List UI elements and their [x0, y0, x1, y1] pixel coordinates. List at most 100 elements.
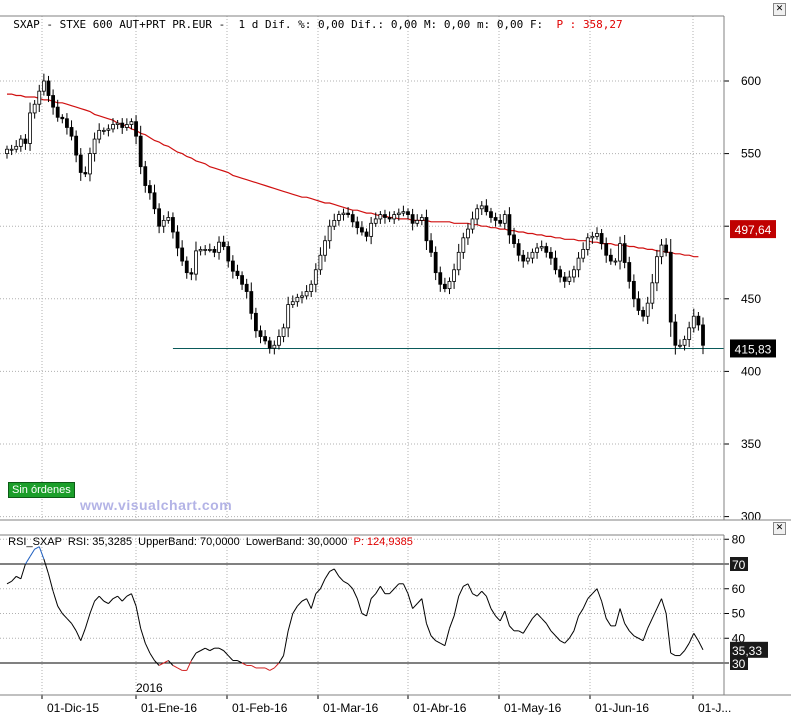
candlestick	[650, 273, 655, 310]
rsi-segment	[333, 568, 340, 577]
candlestick	[217, 236, 221, 260]
price-tick-label: 450	[741, 292, 761, 306]
rsi-segment	[592, 588, 598, 595]
candle-body	[539, 246, 544, 249]
candlestick	[627, 256, 632, 289]
candlestick	[502, 210, 507, 229]
candlestick	[83, 166, 88, 178]
candlestick	[576, 252, 581, 278]
rsi-segment	[6, 580, 12, 585]
rsi-segment	[453, 596, 460, 617]
candlestick	[581, 242, 586, 263]
candle-body	[120, 122, 125, 128]
candle-body	[419, 217, 424, 221]
date-tick-label: 01-Mar-16	[323, 701, 379, 715]
rsi-segment	[522, 625, 529, 634]
rsi-segment	[638, 637, 644, 642]
candlestick	[498, 214, 503, 227]
candlestick	[604, 237, 609, 263]
rsi-segment	[582, 598, 589, 609]
candle-body	[309, 283, 314, 292]
close-icon[interactable]: ✕	[773, 522, 786, 535]
candle-body	[78, 154, 83, 173]
candlestick	[194, 241, 198, 281]
candle-body	[429, 240, 433, 253]
candlestick	[535, 242, 539, 259]
candlestick	[567, 270, 572, 285]
candlestick	[92, 132, 97, 162]
rsi-segment	[402, 583, 409, 594]
candlestick	[111, 118, 115, 133]
candle-body	[461, 237, 466, 253]
date-tick-label: 01-May-16	[504, 701, 562, 715]
candle-body	[595, 233, 599, 237]
rsi-segment	[297, 600, 303, 607]
rsi-segment	[545, 623, 552, 632]
rsi-segment	[605, 618, 612, 627]
orders-status-badge[interactable]: Sin órdenes	[8, 482, 75, 498]
candle-body	[613, 260, 618, 263]
candlestick	[572, 265, 576, 283]
candle-body	[175, 231, 180, 249]
candle-body	[650, 282, 655, 304]
rsi-p-value: P: 124,9385	[353, 536, 413, 548]
rsi-segment	[227, 655, 234, 661]
candlestick	[166, 211, 171, 224]
candlestick	[419, 214, 424, 226]
candlestick	[147, 180, 152, 200]
candlestick	[249, 282, 254, 320]
candlestick	[258, 325, 263, 344]
rsi-tick-label: 80	[732, 532, 746, 546]
close-icon[interactable]: ✕	[773, 3, 786, 16]
rsi-segment	[679, 650, 685, 656]
rsi-segment	[490, 608, 497, 617]
rsi-segment	[149, 652, 155, 661]
candle-body	[535, 247, 539, 253]
price-tick-label: 550	[741, 147, 761, 161]
candle-body	[318, 254, 323, 271]
candle-body	[599, 233, 604, 245]
ma-value-label: 497,64	[735, 223, 772, 237]
candlestick	[88, 147, 92, 182]
candlestick	[106, 124, 111, 137]
candlestick	[539, 240, 544, 252]
rsi-segment	[366, 598, 372, 617]
candlestick	[516, 238, 521, 262]
rsi-segment	[596, 588, 603, 602]
candle-body	[184, 260, 189, 274]
rsi-header: RSI_SXAP RSI: 35,3285 UpperBand: 70,0000…	[2, 521, 413, 548]
candlestick	[332, 213, 337, 230]
candle-body	[576, 257, 581, 271]
candlestick	[46, 75, 51, 103]
candle-body	[350, 214, 355, 223]
rsi-segment	[71, 623, 77, 632]
candlestick	[410, 208, 415, 231]
candle-body	[678, 344, 682, 347]
candle-body	[290, 301, 295, 306]
candle-body	[166, 217, 171, 221]
candlestick	[590, 231, 595, 244]
candle-body	[364, 231, 369, 237]
rsi-upper-band-label: 70	[732, 558, 746, 572]
candle-body	[392, 214, 397, 220]
candlestick	[447, 277, 452, 295]
candlestick	[461, 232, 466, 259]
candle-body	[562, 276, 567, 282]
candle-body	[701, 324, 705, 346]
rsi-segment	[647, 618, 653, 629]
rsi-axis[interactable]: 807060504030703035,33	[724, 532, 768, 671]
candlestick	[313, 263, 318, 293]
candlestick	[373, 212, 378, 227]
candle-body	[585, 237, 590, 250]
candlestick	[525, 251, 530, 265]
candle-body	[23, 138, 28, 144]
candle-body	[9, 148, 14, 151]
candle-body	[281, 327, 286, 337]
date-tick-label: 01-Feb-16	[232, 701, 288, 715]
candle-body	[147, 185, 152, 194]
candle-body	[383, 214, 387, 218]
candlestick	[558, 265, 563, 283]
rsi-segment	[509, 625, 515, 632]
f-label: F:	[529, 18, 544, 31]
